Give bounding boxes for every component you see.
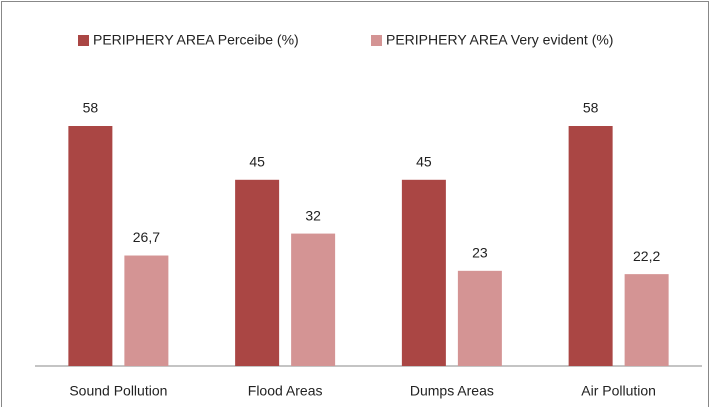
bar: [235, 179, 280, 366]
data-label: 58: [583, 100, 599, 116]
bar: [124, 255, 169, 366]
data-label: 23: [472, 245, 488, 261]
data-label: 22,2: [633, 248, 660, 264]
data-label: 45: [416, 153, 432, 169]
data-label: 32: [305, 207, 321, 223]
x-tick-label: Flood Areas: [248, 383, 323, 399]
bar: [457, 270, 502, 366]
bar: [291, 233, 336, 366]
bar: [68, 126, 113, 366]
data-label: 45: [249, 153, 265, 169]
data-label: 58: [83, 100, 99, 116]
bar: [401, 179, 446, 366]
x-tick-label: Air Pollution: [581, 383, 656, 399]
bar: [624, 274, 669, 366]
legend-swatch: [78, 35, 89, 46]
bar: [568, 126, 613, 366]
x-tick-label: Sound Pollution: [69, 383, 167, 399]
x-tick-label: Dumps Areas: [410, 383, 494, 399]
legend-label: PERIPHERY AREA Perceibe (%): [93, 32, 299, 48]
legend-label: PERIPHERY AREA Very evident (%): [386, 32, 613, 48]
legend-swatch: [371, 35, 382, 46]
data-label: 26,7: [133, 229, 160, 245]
